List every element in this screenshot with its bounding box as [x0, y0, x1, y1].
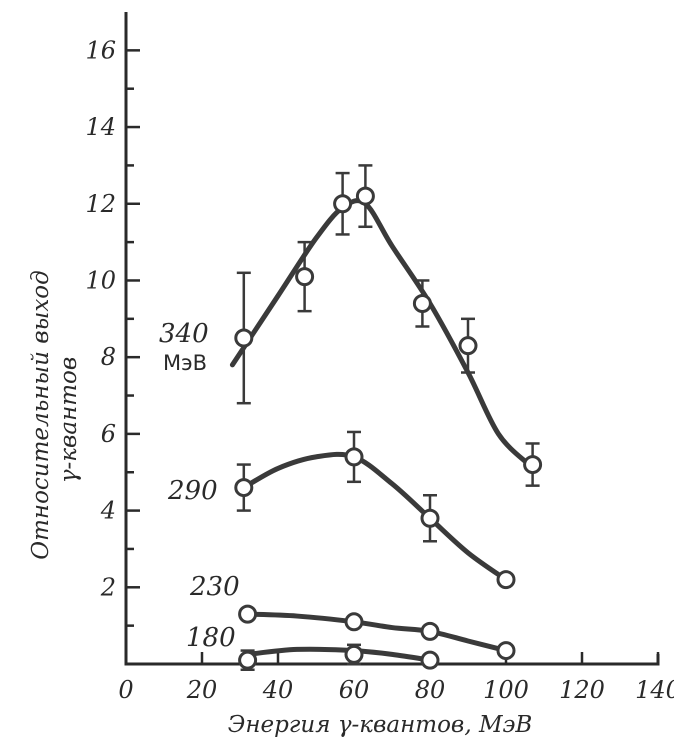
curve-label-340-unit: МэВ	[163, 351, 207, 375]
y-tick-label: 4	[100, 497, 116, 525]
data-point	[498, 643, 514, 659]
curve-label-290: 290	[167, 476, 218, 506]
data-point	[422, 623, 438, 639]
curve-label-340: 340	[159, 319, 209, 349]
y-axis-title-line1: Относительный выход	[28, 270, 54, 559]
data-point	[346, 614, 362, 630]
series-curve	[248, 649, 430, 660]
x-tick-label: 100	[483, 676, 529, 704]
series-curve	[248, 614, 506, 650]
y-axis-title-line2: γ-квантов	[56, 357, 82, 484]
data-point	[525, 457, 541, 473]
data-point	[240, 652, 256, 668]
data-point	[335, 196, 351, 212]
x-tick-label: 20	[186, 676, 218, 704]
data-point	[498, 572, 514, 588]
series-layer	[232, 165, 540, 669]
data-point	[422, 510, 438, 526]
y-tick-label: 6	[101, 420, 116, 448]
data-point	[346, 646, 362, 662]
y-tick-label: 10	[85, 266, 116, 294]
x-tick-label: 0	[118, 676, 133, 704]
series-180	[240, 645, 438, 670]
data-point	[240, 606, 256, 622]
y-tick-label: 12	[85, 190, 116, 218]
y-tick-label: 2	[100, 573, 116, 601]
curve-label-230: 230	[189, 572, 240, 602]
series-curve	[244, 454, 506, 579]
x-tick-label: 60	[339, 676, 370, 704]
x-axis-title: Энергия γ-квантов, МэВ	[228, 712, 533, 738]
data-point	[422, 652, 438, 668]
data-point	[297, 269, 313, 285]
series-curve	[232, 201, 528, 465]
series-290	[236, 432, 514, 588]
y-tick-label: 16	[85, 36, 116, 64]
x-tick-label: 80	[415, 676, 446, 704]
x-tick-label: 120	[559, 676, 605, 704]
data-point	[460, 338, 476, 354]
x-tick-label: 140	[635, 676, 674, 704]
y-tick-label: 14	[85, 113, 116, 141]
y-tick-label: 8	[101, 343, 116, 371]
curve-label-180: 180	[186, 623, 236, 653]
data-point	[236, 330, 252, 346]
data-point	[357, 188, 373, 204]
series-340	[232, 165, 540, 485]
data-point	[346, 449, 362, 465]
x-tick-label: 40	[262, 676, 294, 704]
data-point	[236, 480, 252, 496]
data-point	[414, 295, 430, 311]
